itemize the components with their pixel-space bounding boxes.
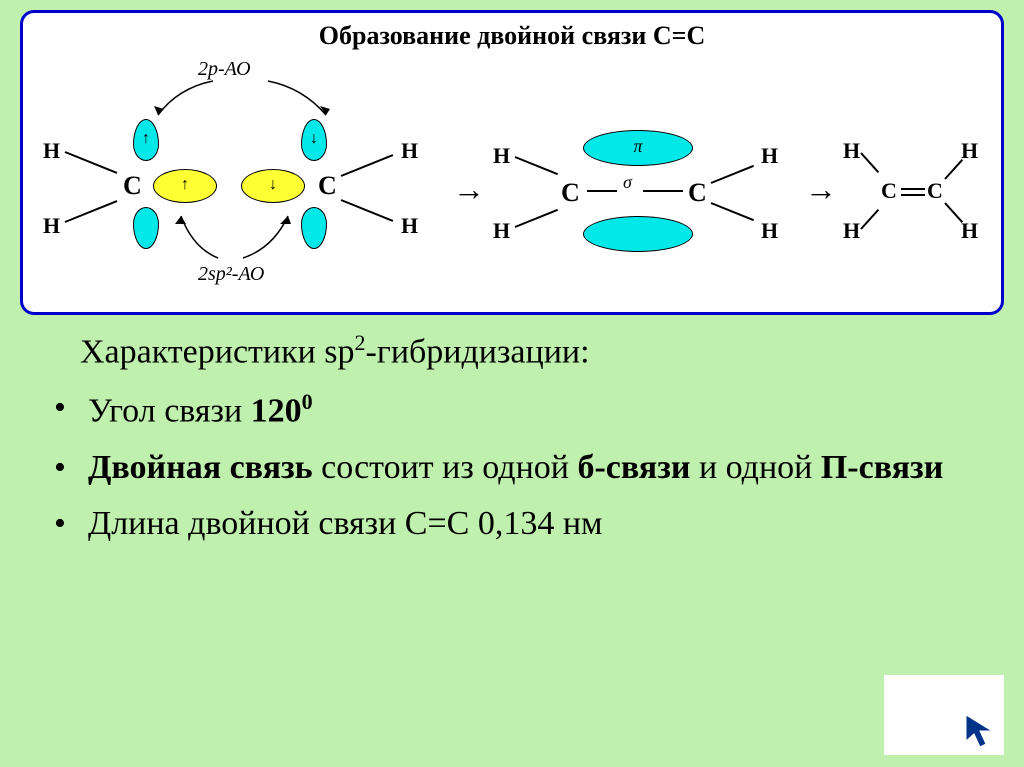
c-atom: С [318, 171, 337, 201]
stage1-orbitals: 2p-АО Н Н С ↑ ↑ ↓ ↓ С Н Н 2sp²-А [43, 83, 443, 313]
bond-line [711, 202, 754, 221]
bond-line [341, 199, 394, 222]
bullet-item: Двойная связь состоит из одной б-связи и… [40, 449, 980, 487]
cursor-icon [958, 709, 1000, 751]
bond-line [515, 156, 558, 175]
reaction-arrow: → [453, 171, 485, 208]
bullet-item: Длина двойной связи С=С 0,134 нм [40, 505, 980, 543]
h-atom: Н [43, 213, 60, 239]
bullet-text: Двойная связь [88, 449, 321, 486]
sp2-lobe: ↑ [153, 169, 217, 203]
h-atom: Н [401, 138, 418, 164]
corner-widget [884, 675, 1004, 755]
bond-line [711, 165, 754, 184]
h-atom: Н [43, 138, 60, 164]
c-atom: С [881, 178, 897, 204]
bond-line [587, 190, 617, 192]
bond-line [515, 209, 558, 228]
bond-line [65, 200, 118, 223]
heading-prefix: Характеристики sp [80, 333, 355, 370]
h-atom: Н [493, 218, 510, 244]
pi-orbital-bottom [583, 216, 693, 252]
bullet-text: и одной [690, 449, 820, 486]
h-atom: Н [843, 138, 860, 164]
bullet-text: П-связи [821, 449, 943, 486]
bullet-text: 0 [302, 389, 313, 414]
bond-line [901, 194, 925, 196]
diagram-title: Образование двойной связи С=С [23, 21, 1001, 51]
bullet-text: Угол связи [88, 393, 251, 430]
bullet-text: состоит из одной [321, 449, 577, 486]
bullet-text: Длина двойной связи С=С 0,134 нм [88, 505, 603, 542]
bond-line [901, 188, 925, 190]
sp2-orbital-label: 2sp²-АО [198, 263, 264, 286]
h-atom: Н [961, 138, 978, 164]
c-atom: С [561, 178, 580, 208]
stage3-lewis: Н Н Н Н С С [843, 138, 993, 258]
p-orbital-arrows [138, 73, 348, 123]
characteristics-heading: Характеристики sp2-гибридизации: [80, 330, 980, 371]
pi-orbital-top: π [583, 130, 693, 166]
bullet-list: Угол связи 1200 Двойная связь состоит из … [40, 389, 980, 542]
h-atom: Н [961, 218, 978, 244]
h-atom: Н [493, 143, 510, 169]
bullet-text: 120 [251, 393, 302, 430]
h-atom: Н [761, 143, 778, 169]
content-block: Характеристики sp2-гибридизации: Угол св… [40, 330, 980, 561]
heading-sup: 2 [355, 330, 366, 355]
bond-line [65, 151, 118, 174]
bond-line [643, 190, 683, 192]
c-atom: С [123, 171, 142, 201]
reaction-arrow: → [805, 171, 837, 208]
bond-line [860, 152, 879, 173]
bond-line [944, 159, 963, 180]
h-atom: Н [401, 213, 418, 239]
heading-suffix: -гибридизации: [366, 333, 590, 370]
bond-line [860, 209, 879, 230]
h-atom: Н [761, 218, 778, 244]
sigma-label: σ [623, 172, 632, 193]
sp2-orbital-arrows [153, 208, 323, 268]
c-atom: С [927, 178, 943, 204]
bullet-item: Угол связи 1200 [40, 389, 980, 430]
bond-line [341, 154, 394, 177]
h-atom: Н [843, 218, 860, 244]
bond-line [944, 202, 963, 223]
sp2-lobe: ↓ [241, 169, 305, 203]
p-lobe-up: ↓ [301, 119, 327, 161]
c-atom: С [688, 178, 707, 208]
p-lobe-up: ↑ [133, 119, 159, 161]
bullet-text: б-связи [577, 449, 690, 486]
stage2-sigma-pi: Н Н С π σ С Н Н [493, 128, 793, 278]
diagram-panel: Образование двойной связи С=С 2p-АО Н Н … [20, 10, 1004, 315]
